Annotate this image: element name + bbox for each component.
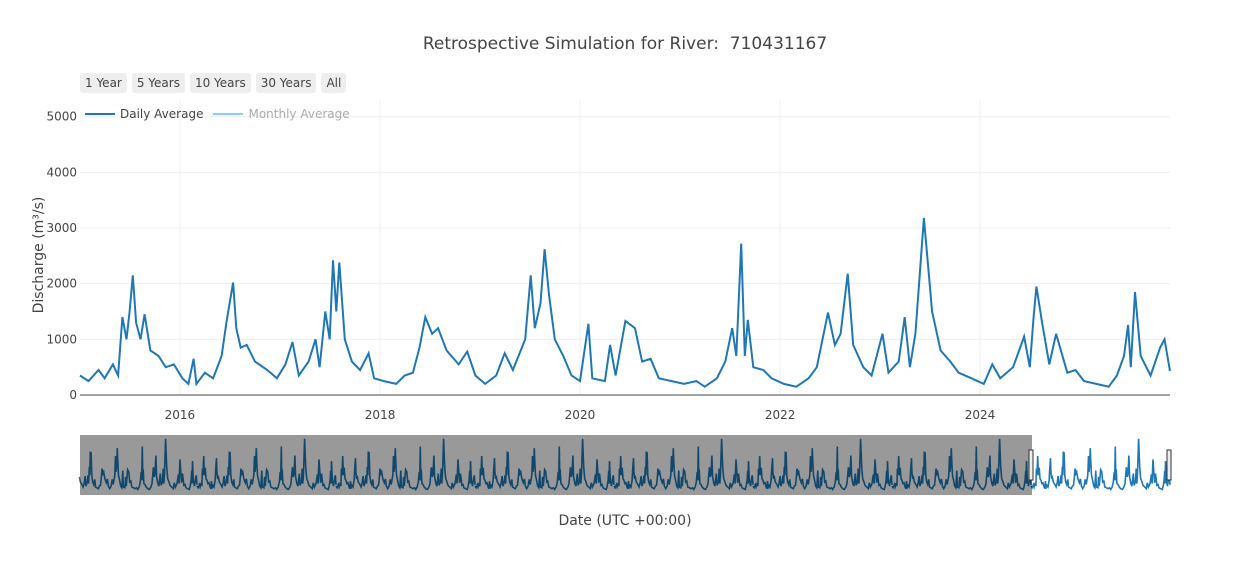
- range-button-all[interactable]: All: [321, 73, 347, 93]
- y-tick-label: 4000: [46, 165, 77, 179]
- y-tick-label: 3000: [46, 221, 77, 235]
- legend-label-monthly: Monthly Average: [248, 107, 350, 121]
- range-slider-mask-left: [80, 435, 1032, 495]
- legend-swatch-monthly: [213, 113, 244, 115]
- legend-item-daily-average[interactable]: Daily Average: [85, 107, 203, 121]
- x-axis-title: Date (UTC +00:00): [558, 513, 691, 529]
- legend-item-monthly-average[interactable]: Monthly Average: [213, 107, 350, 121]
- legend: Daily Average Monthly Average: [85, 107, 350, 121]
- range-slider[interactable]: [78, 435, 1172, 495]
- range-slider-trace: [78, 438, 1171, 492]
- legend-label-daily: Daily Average: [120, 107, 204, 121]
- x-tick-label: 2022: [765, 408, 796, 422]
- x-tick-label: 2024: [965, 408, 996, 422]
- range-button-10-years[interactable]: 10 Years: [189, 73, 251, 93]
- legend-swatch-daily: [85, 113, 115, 115]
- range-slider-handle-right[interactable]: [1166, 449, 1172, 481]
- x-tick-label: 2020: [565, 408, 596, 422]
- range-button-1-year[interactable]: 1 Year: [80, 73, 127, 93]
- range-slider-handle-left[interactable]: [1028, 449, 1034, 481]
- x-tick-label: 2018: [365, 408, 396, 422]
- y-tick-label: 5000: [46, 110, 77, 124]
- chart-title: Retrospective Simulation for River: 7104…: [422, 34, 828, 54]
- y-tick-label: 1000: [46, 332, 77, 346]
- range-selector: 1 Year 5 Years 10 Years 30 Years All: [80, 73, 347, 93]
- y-axis-title: Discharge (m³/s): [31, 197, 47, 314]
- range-button-5-years[interactable]: 5 Years: [131, 73, 185, 93]
- series-line-daily-average: [79, 217, 1171, 388]
- y-tick-label: 0: [69, 388, 77, 402]
- y-tick-label: 2000: [46, 277, 77, 291]
- range-button-30-years[interactable]: 30 Years: [255, 73, 317, 93]
- x-tick-label: 2016: [165, 408, 196, 422]
